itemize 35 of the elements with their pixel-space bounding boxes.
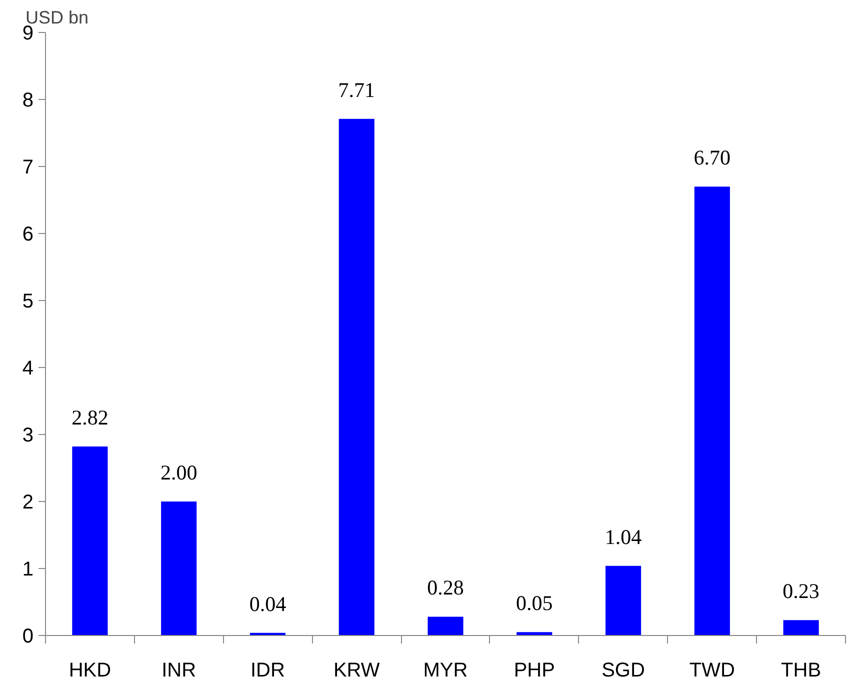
bar	[338, 118, 374, 636]
bar	[694, 186, 730, 636]
x-tick-label: MYR	[423, 660, 468, 682]
x-tick-label: TWD	[689, 660, 735, 682]
data-label: 1.04	[604, 524, 642, 549]
y-tick-label: 2	[22, 492, 34, 514]
y-tick-label: 8	[22, 90, 34, 112]
data-label: 0.05	[516, 591, 553, 616]
y-tick-label: 1	[22, 558, 34, 580]
x-tick-label: KRW	[333, 660, 380, 682]
x-tick-label: PHP	[514, 660, 555, 682]
y-tick-label: 7	[22, 156, 34, 178]
data-label: 2.82	[72, 406, 108, 430]
x-tick-label: SGD	[602, 660, 645, 682]
x-tick-label: HKD	[68, 660, 112, 682]
x-tick-label: THB	[781, 660, 822, 682]
y-tick-label: 6	[22, 224, 34, 246]
data-label: 0.28	[427, 576, 464, 600]
bar	[428, 616, 464, 636]
x-tick-label: INR	[162, 660, 196, 682]
bar	[606, 566, 642, 636]
y-tick-label: 0	[22, 626, 34, 648]
data-label: 2.00	[160, 460, 198, 484]
data-label: 0.23	[782, 579, 820, 604]
bar	[161, 502, 197, 636]
y-tick-label: 3	[22, 424, 34, 446]
bar	[72, 446, 108, 636]
data-label: 6.70	[694, 146, 731, 170]
data-label: 7.71	[338, 78, 375, 102]
data-label: 0.04	[249, 592, 287, 616]
x-tick-label: IDR	[250, 660, 285, 682]
y-tick-label: 9	[22, 22, 34, 44]
y-tick-label: 5	[22, 290, 34, 312]
y-tick-label: 4	[22, 358, 34, 380]
bar	[783, 620, 819, 636]
